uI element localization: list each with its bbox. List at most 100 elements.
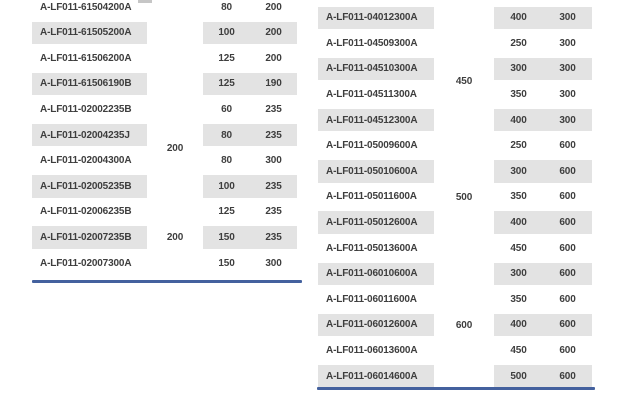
dimension-value-cell: 250 <box>510 140 527 152</box>
group-dimension-label: 600 <box>455 319 473 331</box>
dimension-value-cell: 150 <box>218 232 235 244</box>
part-number-cell: A-LF011-05012600A <box>318 211 434 234</box>
dimension-values-band: 450 600 <box>494 237 592 260</box>
part-number-cell: A-LF011-04511300A <box>326 89 417 101</box>
dimension-value-cell: 600 <box>559 140 576 152</box>
dimension-value-cell: 600 <box>559 191 576 203</box>
part-number-cell: A-LF011-04510300A <box>318 57 434 81</box>
dimension-value-cell: 600 <box>559 293 576 305</box>
part-number-cell: A-LF011-02007235B <box>32 226 147 249</box>
part-number-cell: A-LF011-04012300A <box>318 6 434 30</box>
dimension-value-cell: 350 <box>510 89 527 101</box>
dimension-values-band: 400 600 <box>494 313 592 337</box>
part-number-cell: A-LF011-61506200A <box>40 52 132 64</box>
dimension-value-cell: 300 <box>265 155 282 167</box>
dimension-value-cell: 300 <box>559 12 576 24</box>
dimension-value-cell: 600 <box>559 370 576 382</box>
part-number-cell: A-LF011-61505200A <box>32 21 147 45</box>
dimension-value-cell: 80 <box>221 129 232 141</box>
part-number-cell: A-LF011-04509300A <box>326 37 418 49</box>
dimension-values-band: 150 300 <box>203 252 297 275</box>
dimension-value-cell: 350 <box>510 293 527 305</box>
group-dimension-label: 500 <box>455 191 473 203</box>
part-number-cell: A-LF011-02005235B <box>32 175 147 198</box>
dimension-value-cell: 450 <box>510 345 527 357</box>
dimension-value-cell: 200 <box>265 1 282 13</box>
dimension-value-cell: 200 <box>265 27 282 39</box>
dimension-value-cell: 600 <box>559 319 576 331</box>
dimension-value-cell: 300 <box>559 89 576 101</box>
dimension-value-cell: 600 <box>559 165 576 177</box>
clipped-row-remnant <box>138 0 152 3</box>
part-number-cell: A-LF011-06011600A <box>326 293 417 305</box>
dimension-value-cell: 300 <box>559 37 576 49</box>
part-number-cell: A-LF011-06012600A <box>318 313 434 337</box>
part-number-cell: A-LF011-05013600A <box>326 242 418 254</box>
part-number-cell: A-LF011-02002235B <box>40 104 132 116</box>
dimension-values-band: 400 600 <box>494 211 592 234</box>
dimension-values-band: 100 235 <box>203 175 297 198</box>
dimension-value-cell: 125 <box>218 206 235 218</box>
dimension-value-cell: 400 <box>510 319 527 331</box>
dimension-value-cell: 600 <box>559 242 576 254</box>
dimension-value-cell: 300 <box>510 63 527 75</box>
part-number-cell: A-LF011-05009600A <box>326 140 418 152</box>
dimension-values-band: 80 200 <box>203 0 297 19</box>
part-number-cell: A-LF011-05011600A <box>326 191 417 203</box>
dimension-value-cell: 235 <box>265 232 282 244</box>
dimension-value-cell: 600 <box>559 345 576 357</box>
group-dimension-label: 450 <box>455 76 473 88</box>
dimension-value-cell: 60 <box>221 104 232 116</box>
dimension-value-cell: 300 <box>510 268 527 280</box>
dimension-values-band: 60 235 <box>203 98 297 121</box>
part-number-cell: A-LF011-61506190B <box>32 72 147 96</box>
part-number-cell: A-LF011-06010600A <box>318 262 434 286</box>
dimension-values-band: 500 600 <box>494 364 592 388</box>
dimension-value-cell: 235 <box>265 104 282 116</box>
dimension-value-cell: 450 <box>510 242 527 254</box>
dimension-values-band: 400 300 <box>494 6 592 30</box>
dimension-values-band: 350 600 <box>494 288 592 311</box>
dimension-value-cell: 400 <box>510 12 527 24</box>
group-dimension-label: 200 <box>166 142 184 154</box>
part-number-cell: A-LF011-06014600A <box>318 364 434 388</box>
dimension-values-band: 300 600 <box>494 160 592 183</box>
dimension-value-cell: 100 <box>218 27 235 39</box>
dimension-value-cell: 400 <box>510 217 527 229</box>
dimension-values-band: 350 600 <box>494 186 592 209</box>
dimension-values-band: 250 300 <box>494 32 592 55</box>
dimension-values-band: 125 200 <box>203 47 297 70</box>
part-number-cell: A-LF011-02004300A <box>40 155 132 167</box>
dimension-value-cell: 125 <box>218 52 235 64</box>
dimension-value-cell: 600 <box>559 217 576 229</box>
dimension-value-cell: 200 <box>265 52 282 64</box>
dimension-value-cell: 300 <box>559 63 576 75</box>
dimension-value-cell: 80 <box>221 1 232 13</box>
dimension-values-band: 300 300 <box>494 57 592 81</box>
dimension-values-band: 350 300 <box>494 83 592 106</box>
dimension-value-cell: 500 <box>510 370 527 382</box>
part-number-cell: A-LF011-02006235B <box>40 206 132 218</box>
part-number-cell: A-LF011-05010600A <box>318 160 434 183</box>
dimension-value-cell: 190 <box>265 78 282 90</box>
left-table-bottom-rule <box>32 280 302 283</box>
dimension-value-cell: 235 <box>265 129 282 141</box>
part-number-cell: A-LF011-61504200A <box>40 1 132 13</box>
dimension-value-cell: 300 <box>265 257 282 269</box>
part-number-cell: A-LF011-04512300A <box>318 108 434 132</box>
dimension-value-cell: 400 <box>510 114 527 126</box>
dimension-values-band: 80 235 <box>203 123 297 147</box>
dimension-values-band: 250 600 <box>494 135 592 158</box>
dimension-values-band: 80 300 <box>203 150 297 173</box>
dimension-value-cell: 300 <box>510 165 527 177</box>
dimension-values-band: 125 235 <box>203 201 297 224</box>
dimension-value-cell: 100 <box>218 180 235 192</box>
part-number-cell: A-LF011-02004235J <box>32 123 147 147</box>
dimension-value-cell: 235 <box>265 180 282 192</box>
dimension-value-cell: 250 <box>510 37 527 49</box>
dimension-values-band: 125 190 <box>203 72 297 96</box>
dimension-value-cell: 235 <box>265 206 282 218</box>
dimension-values-band: 400 300 <box>494 108 592 132</box>
dimension-value-cell: 300 <box>559 114 576 126</box>
group-dimension-label: 200 <box>166 232 184 244</box>
